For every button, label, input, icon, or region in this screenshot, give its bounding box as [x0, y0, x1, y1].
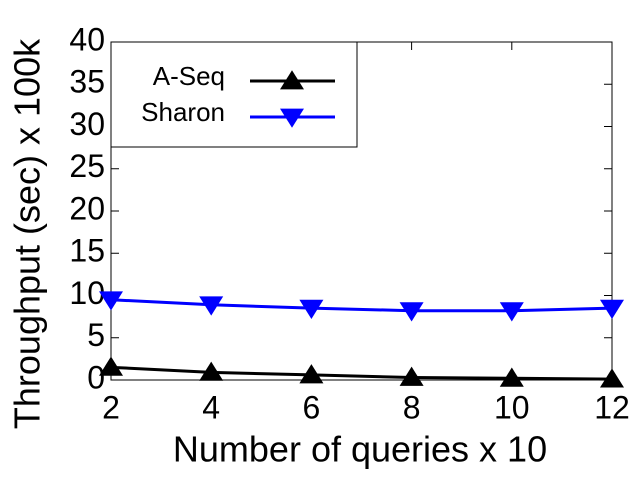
y-axis-label: Throughput (sec) x 100k	[7, 38, 48, 429]
marker	[499, 367, 524, 387]
legend-label: A-Seq	[153, 61, 225, 91]
marker	[199, 296, 224, 316]
x-tick-label: 8	[403, 389, 421, 425]
marker	[299, 299, 324, 319]
legend-label: Sharon	[141, 97, 225, 127]
y-tick-label: 25	[69, 148, 105, 184]
y-tick-label: 0	[87, 359, 105, 395]
series-line	[110, 365, 613, 381]
series-line	[110, 298, 613, 313]
x-tick-label: 10	[494, 389, 530, 425]
marker	[399, 366, 424, 386]
y-tick-label: 30	[69, 106, 105, 142]
y-tick-label: 10	[69, 275, 105, 311]
marker	[600, 299, 624, 319]
x-tick-label: 6	[303, 389, 321, 425]
x-tick-label: 4	[202, 389, 220, 425]
y-tick-label: 35	[69, 64, 105, 100]
x-tick-label: 2	[102, 389, 120, 425]
legend-marker	[280, 70, 304, 90]
x-axis-label: Number of queries x 10	[173, 429, 547, 470]
marker	[99, 291, 123, 311]
y-tick-label: 15	[69, 233, 105, 269]
marker	[600, 368, 624, 388]
y-tick-label: 5	[87, 317, 105, 353]
marker	[199, 361, 224, 381]
marker	[499, 302, 524, 322]
legend-box	[110, 41, 358, 148]
y-tick-label: 20	[69, 190, 105, 226]
y-tick-label: 40	[69, 21, 105, 57]
x-tick-label: 12	[594, 389, 630, 425]
marker	[99, 356, 123, 376]
marker	[399, 302, 424, 322]
legend-marker	[280, 108, 304, 128]
marker	[299, 364, 324, 384]
